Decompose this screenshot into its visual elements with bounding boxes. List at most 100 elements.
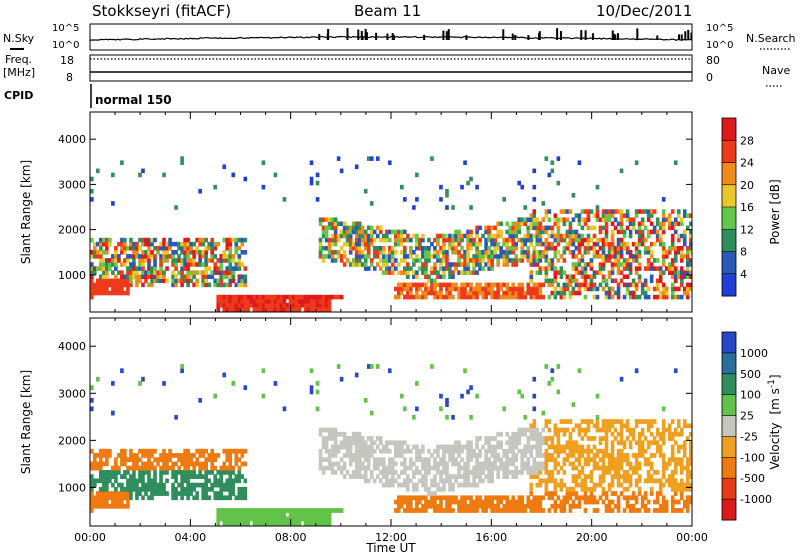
power-cell bbox=[363, 258, 368, 263]
power-cell bbox=[487, 233, 491, 239]
velocity-cell bbox=[412, 486, 416, 492]
power-cell bbox=[415, 290, 419, 296]
power-cell bbox=[676, 213, 681, 218]
velocity-cell bbox=[637, 478, 642, 484]
velocity-cell bbox=[589, 491, 594, 496]
power-cell bbox=[222, 270, 227, 275]
power-cell bbox=[234, 307, 239, 312]
velocity-cell bbox=[682, 419, 687, 424]
power-cell bbox=[108, 237, 112, 243]
velocity-cell bbox=[375, 465, 380, 471]
velocity-cell bbox=[210, 448, 215, 454]
velocity-cell bbox=[231, 470, 236, 475]
power-cell bbox=[415, 245, 419, 251]
power-cell bbox=[198, 237, 202, 243]
power-cell bbox=[384, 233, 389, 239]
velocity-cell bbox=[658, 491, 663, 496]
velocity-cell bbox=[403, 499, 407, 505]
velocity-cell bbox=[324, 444, 329, 450]
velocity-cell bbox=[445, 499, 449, 505]
power-cell bbox=[240, 282, 245, 288]
power-cell bbox=[562, 270, 567, 275]
velocity-cell bbox=[219, 482, 224, 488]
velocity-cell bbox=[162, 491, 166, 496]
power-cell bbox=[225, 241, 230, 247]
velocity-cell bbox=[646, 478, 651, 484]
velocity-cell bbox=[508, 436, 512, 441]
colorbar-segment bbox=[722, 162, 736, 186]
velocity-cell bbox=[363, 398, 368, 403]
power-cell bbox=[589, 237, 594, 243]
velocity-cell bbox=[433, 503, 437, 509]
power-cell bbox=[505, 294, 509, 300]
velocity-cell bbox=[351, 440, 356, 446]
power-cell bbox=[487, 290, 491, 296]
power-cell bbox=[424, 254, 428, 259]
velocity-cell bbox=[222, 520, 227, 526]
power-cell bbox=[448, 266, 452, 271]
power-cell bbox=[330, 250, 335, 255]
velocity-cell bbox=[538, 444, 543, 450]
velocity-cell bbox=[679, 457, 684, 463]
velocity-cell bbox=[378, 457, 383, 463]
velocity-cell bbox=[219, 495, 224, 501]
velocity-cell bbox=[670, 495, 675, 501]
power-cell bbox=[589, 286, 594, 292]
power-cell bbox=[156, 250, 160, 255]
power-cell bbox=[162, 254, 166, 259]
power-cell bbox=[255, 294, 260, 300]
power-cell bbox=[318, 221, 323, 227]
velocity-cell bbox=[234, 453, 239, 458]
velocity-cell bbox=[532, 495, 537, 501]
power-cell bbox=[523, 241, 528, 247]
power-cell bbox=[640, 290, 645, 296]
power-cell bbox=[469, 233, 473, 239]
power-cell bbox=[147, 262, 151, 267]
velocity-cell bbox=[237, 474, 242, 479]
power-cell bbox=[601, 213, 606, 218]
velocity-cell bbox=[225, 453, 230, 458]
velocity-cell bbox=[520, 431, 525, 437]
velocity-cell bbox=[198, 482, 202, 488]
velocity-cell bbox=[619, 448, 624, 454]
power-cell bbox=[544, 254, 549, 259]
velocity-cell bbox=[391, 465, 395, 471]
power-cell bbox=[511, 237, 516, 243]
velocity-cell bbox=[451, 474, 455, 479]
power-cell bbox=[475, 294, 479, 300]
velocity-cell bbox=[460, 508, 464, 513]
power-cell bbox=[433, 270, 437, 275]
velocity-cell bbox=[562, 461, 567, 467]
power-cell bbox=[556, 250, 561, 255]
velocity-cell bbox=[228, 516, 233, 522]
velocity-cell bbox=[664, 478, 669, 484]
velocity-cell bbox=[282, 516, 287, 522]
velocity-cell bbox=[409, 448, 413, 454]
velocity-cell bbox=[225, 465, 230, 471]
velocity-cell bbox=[306, 512, 311, 518]
velocity-cell bbox=[637, 453, 642, 458]
power-cell bbox=[189, 258, 193, 263]
velocity-cell bbox=[625, 427, 630, 433]
power-cell bbox=[655, 237, 660, 243]
velocity-cell bbox=[661, 427, 666, 433]
power-cell bbox=[129, 274, 133, 280]
velocity-cell bbox=[240, 461, 245, 467]
velocity-cell bbox=[667, 482, 672, 488]
power-cell bbox=[625, 225, 630, 231]
power-cell bbox=[511, 233, 516, 239]
velocity-cell bbox=[243, 461, 248, 467]
velocity-cell bbox=[430, 478, 434, 484]
velocity-cell bbox=[333, 436, 338, 441]
power-cell bbox=[547, 258, 552, 263]
velocity-cell bbox=[384, 478, 389, 484]
power-cell bbox=[363, 262, 368, 267]
velocity-cell bbox=[204, 465, 208, 471]
velocity-cell bbox=[105, 503, 109, 509]
power-cell bbox=[670, 237, 675, 243]
power-cell bbox=[228, 307, 233, 312]
velocity-cell bbox=[186, 453, 190, 458]
velocity-cell bbox=[294, 516, 299, 522]
velocity-cell bbox=[538, 436, 543, 441]
power-cell bbox=[586, 286, 591, 292]
